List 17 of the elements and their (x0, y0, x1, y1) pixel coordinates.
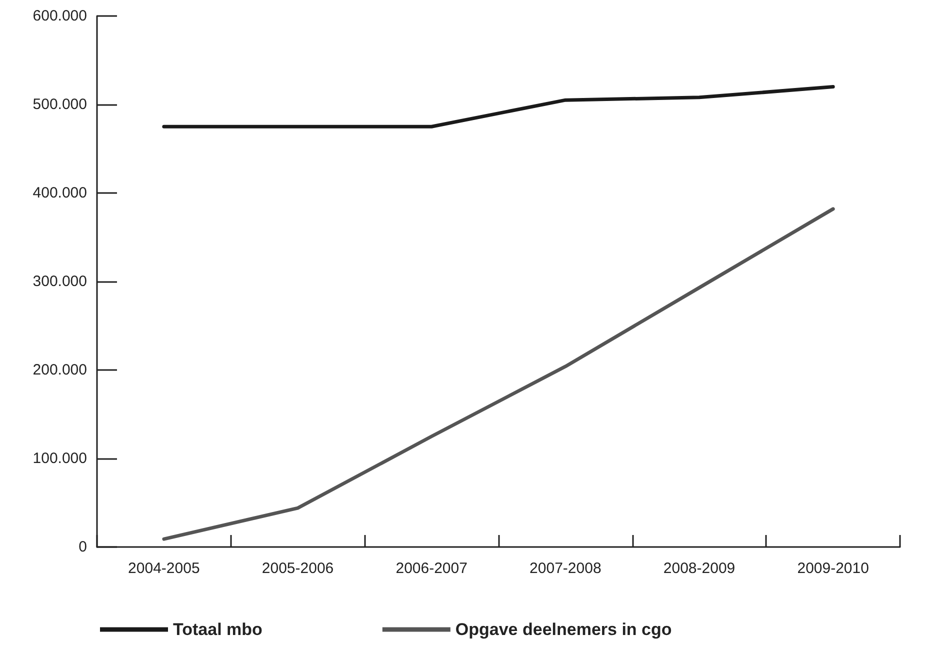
y-tick-label: 200.000 (32, 362, 87, 378)
y-tick-label: 300.000 (32, 273, 87, 290)
x-tick-label: 2004-2005 (128, 560, 200, 577)
x-tick-label: 2005-2006 (262, 560, 334, 577)
x-tick-label: 2009-2010 (797, 560, 869, 577)
y-tick-label: 600.000 (32, 8, 87, 24)
y-tick-label: 0 (78, 538, 87, 556)
legend-label: Opgave deelnemers in cgo (455, 620, 672, 639)
line-series (162, 207, 835, 541)
line-series (162, 85, 835, 128)
x-tick-label: 2008-2009 (663, 560, 736, 577)
legend-label: Totaal mbo (173, 620, 262, 639)
y-tick-label: 100.000 (32, 450, 87, 467)
x-tick-label: 2006-2007 (396, 560, 468, 577)
y-tick-label: 400.000 (32, 184, 87, 202)
y-tick-label: 500.000 (32, 96, 87, 113)
x-tick-label: 2007-2008 (530, 560, 602, 577)
